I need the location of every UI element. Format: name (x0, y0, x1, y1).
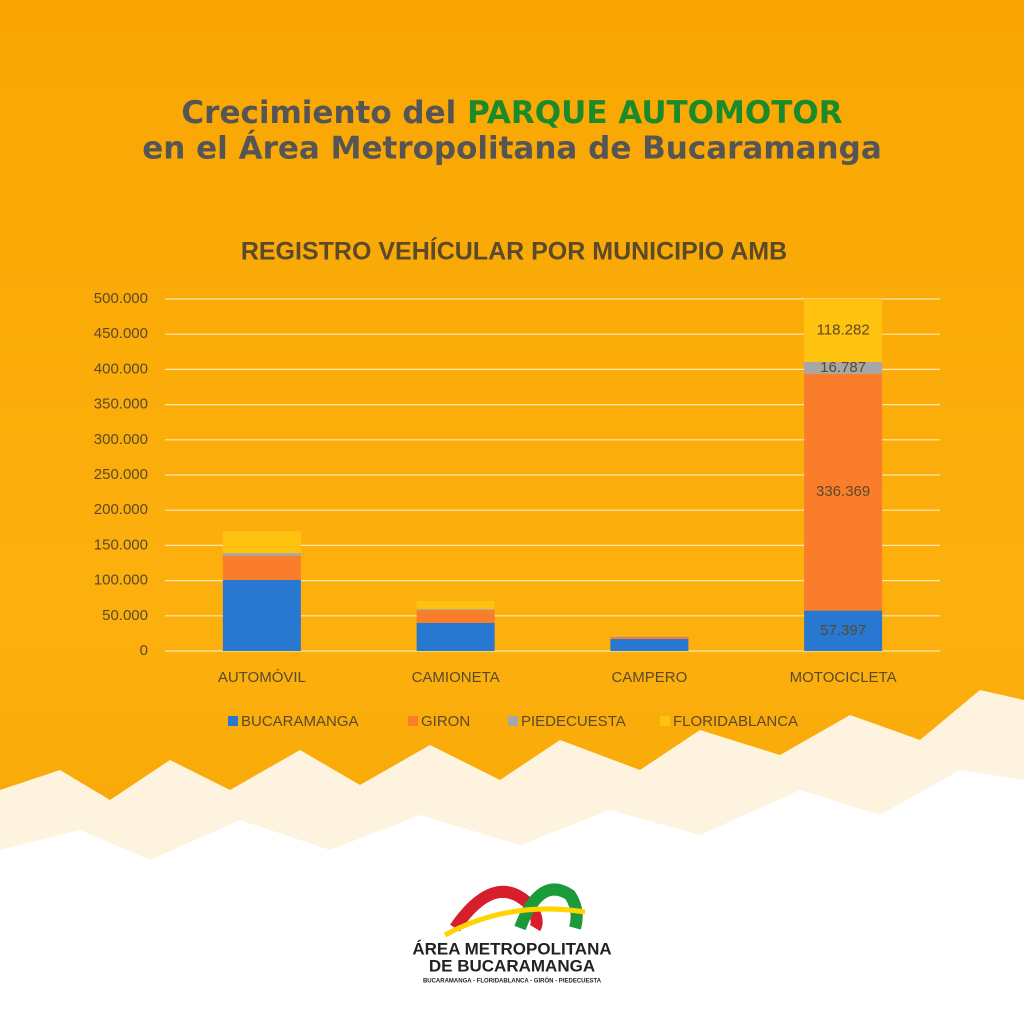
x-tick-label: MOTOCICLETA (790, 669, 897, 686)
bars (222, 299, 883, 651)
bar-segment (222, 555, 301, 580)
bar-segment (804, 299, 883, 362)
bar-segment (416, 622, 495, 651)
header-title: Crecimiento del PARQUE AUTOMOTOR (181, 95, 842, 131)
legend-label: BUCARAMANGA (241, 713, 359, 730)
logo-arc-green (514, 883, 583, 931)
header-title-line2: en el Área Metropolitana de Bucaramanga (142, 131, 882, 167)
bar-segment (804, 610, 883, 651)
legend-swatch (408, 716, 418, 726)
title-highlight: PARQUE AUTOMOTOR (467, 95, 843, 131)
bar-segment (222, 579, 301, 651)
value-label: 336.369 (816, 483, 870, 500)
bar-segment (610, 636, 689, 640)
bar-segment (222, 531, 301, 554)
logo-tagline: BUCARAMANGA - FLORIDABLANCA - GIRÓN - PI… (423, 977, 602, 985)
legend-swatch (228, 716, 238, 726)
value-labels: 57.397 336.369 16.787 118.282 (816, 321, 870, 638)
legend-swatch (508, 716, 518, 726)
legend-label: GIRON (421, 713, 470, 730)
bar-segment (416, 601, 495, 610)
value-label: 118.282 (817, 321, 870, 338)
legend-swatch (660, 716, 670, 726)
bar-segment (416, 610, 495, 623)
y-tick-label: 0 (140, 642, 148, 659)
bar-segment (610, 635, 689, 637)
y-tick-label: 100.000 (94, 572, 148, 589)
y-tick-label: 500.000 (94, 290, 148, 307)
title-start: Crecimiento del (181, 95, 456, 131)
value-label: 16.787 (820, 359, 866, 376)
y-tick-label: 250.000 (94, 466, 148, 483)
bar-segment (610, 639, 689, 651)
y-tick-label: 200.000 (94, 501, 148, 518)
y-tick-label: 350.000 (94, 396, 148, 413)
bar-segment (804, 373, 883, 611)
bar-segment (804, 361, 883, 374)
value-label: 57.397 (820, 622, 866, 639)
bar-segment (222, 553, 301, 556)
logo-swoosh (443, 906, 586, 938)
x-tick-label: CAMIONETA (412, 669, 500, 686)
logo-line1: ÁREA METROPOLITANA (412, 939, 611, 958)
logo: ÁREA METROPOLITANA DE BUCARAMANGA BUCARA… (412, 883, 612, 985)
plot: 0 50.000 100.000 150.000 200.000 250.000 300.0… (94, 290, 940, 730)
y-tick-label: 50.000 (102, 607, 148, 624)
x-tick-label: AUTOMÓVIL (218, 669, 306, 686)
legend-label: FLORIDABLANCA (673, 713, 798, 730)
y-tick-label: 450.000 (94, 325, 148, 342)
legend-label: PIEDECUESTA (521, 713, 626, 730)
y-tick-label: 400.000 (94, 360, 148, 377)
x-tick-label: CAMPERO (611, 669, 687, 686)
bar-segment (416, 609, 495, 611)
chart-title: REGISTRO VEHÍCULAR POR MUNICIPIO AMB (241, 237, 787, 266)
bar-segment (610, 636, 689, 637)
logo-line2: DE BUCARAMANGA (429, 956, 595, 975)
y-tick-label: 300.000 (94, 431, 148, 448)
y-tick-label: 150.000 (94, 536, 148, 553)
